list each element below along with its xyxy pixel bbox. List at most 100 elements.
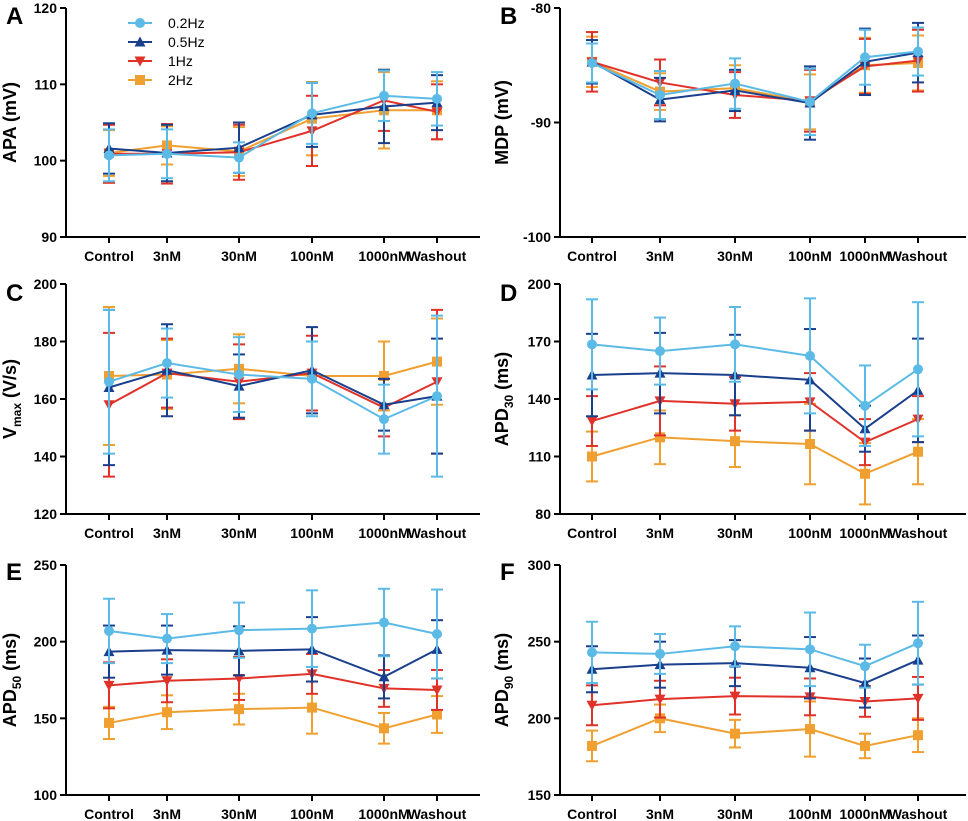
legend-entry: 0.5Hz [128,34,205,50]
series-line [591,642,919,668]
x-tick-label: 3nM [153,525,181,541]
data-point [162,358,172,369]
data-point [432,629,442,639]
series-2Hz [103,680,443,745]
x-tick-label: Washout [408,248,467,264]
series-line [591,695,919,707]
legend-marker-triangle-up [134,36,146,47]
y-tick-label: 140 [34,449,58,465]
panel-letter: E [6,559,22,586]
panel-A: A 90 100 110 120 Control 3nM 30nM 100nM 1000nMWas… [0,0,480,264]
data-point [307,702,317,713]
series-line [108,94,438,159]
data-point [730,728,740,739]
data-point [587,339,597,350]
y-tick-label: 80 [535,506,551,522]
series-line [591,343,919,407]
series-2Hz [586,34,924,131]
data-point [378,671,390,682]
legend-entry: 0.2Hz [128,15,205,31]
series-0p5Hz [103,68,443,183]
y-axis-label: APD50 (ms) [0,633,24,727]
series-line [591,372,919,430]
series-0p2Hz [586,26,924,137]
data-point [587,647,597,658]
data-point [805,350,815,361]
y-tick-label: 250 [528,634,552,650]
series-1Hz [103,68,443,185]
y-tick-label: 140 [528,391,552,407]
y-tick-label: 120 [34,506,58,522]
series-line [108,360,438,377]
data-point [104,717,114,728]
legend-label: 0.2Hz [168,15,205,31]
x-tick-label: 1000nM [839,525,890,541]
data-point [730,339,740,350]
y-tick-label: 200 [34,634,58,650]
y-tick-label: 150 [528,787,552,803]
data-point [587,451,597,462]
y-tick-label: 90 [41,229,57,245]
data-point [379,371,389,381]
x-tick-label: Washout [889,248,948,264]
x-tick-label: 30nM [221,806,257,821]
data-point [730,641,740,652]
legend-label: 2Hz [168,72,193,88]
y-axis-label: Vmax (V/s) [0,359,24,439]
x-tick-label: Control [567,248,617,264]
y-tick-label: 170 [528,334,552,350]
data-point [805,96,815,107]
x-tick-label: Control [567,806,617,821]
data-point [104,376,114,387]
y-axis-label: APD90 (ms) [492,633,516,727]
x-tick-label: 1000nM [358,525,409,541]
panel-D: D 80 110 140 170 200 Control 3nM 30nM 100nM 1000nM… [492,276,966,541]
data-point [586,416,598,427]
panel-letter: B [500,3,517,30]
series-line [108,706,438,730]
y-tick-label: 250 [34,557,58,573]
panel-letter: D [500,280,517,307]
y-tick-label: 300 [528,557,552,573]
x-tick-label: 30nM [717,525,753,541]
data-point [860,740,870,751]
series-line [591,399,919,444]
series-1Hz [103,308,443,478]
panel-E: E 100 150 200 250 Control 3nM 30nM 100nM 1000nMWa… [0,557,480,821]
series-line [108,369,438,406]
data-point [379,414,389,425]
y-tick-label: 110 [34,76,57,92]
y-tick-label: 150 [34,710,58,726]
data-point [162,148,172,159]
series-line [108,672,438,691]
y-axis-label: APA (mV) [0,82,20,163]
x-tick-label: Washout [408,806,467,821]
x-tick-label: 3nM [646,525,674,541]
x-tick-label: 100nM [788,806,832,821]
data-point [730,78,740,89]
series-1Hz [586,365,924,467]
data-point [655,648,665,659]
series-2Hz [103,71,443,177]
x-tick-label: 100nM [290,248,334,264]
data-point [379,723,389,734]
series-2Hz [586,402,924,506]
series-line [591,51,919,105]
data-point [860,400,870,411]
data-point [307,373,317,384]
x-tick-label: 3nM [646,248,674,264]
y-tick-label: -100 [523,229,551,245]
legend-marker-triangle-down [134,56,146,67]
legend: 0.2Hz 0.5Hz 1Hz 2Hz [128,15,205,88]
data-point [307,623,317,634]
x-tick-label: 100nM [788,525,832,541]
x-tick-label: Control [84,248,134,264]
series-line [591,50,919,103]
panel-F: F 150 200 250 300 Control 3nM 30nM 100nM 1000nMWa… [492,557,966,821]
x-tick-label: Washout [408,525,467,541]
panel-C: C 120 140 160 180 200 Control 3nM 30nM 100nM 1000n… [0,276,480,541]
legend-marker-circle [135,18,145,28]
data-point [234,369,244,380]
y-tick-label: 200 [528,710,552,726]
x-tick-label: 1000nM [839,806,890,821]
